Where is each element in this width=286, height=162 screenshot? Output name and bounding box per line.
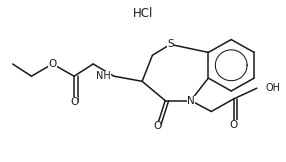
Text: O: O [229,120,238,130]
Text: O: O [153,121,161,131]
Text: NH: NH [96,71,111,81]
Text: HCl: HCl [133,7,153,20]
Text: OH: OH [265,83,280,93]
Text: S: S [167,39,174,49]
Text: O: O [48,59,57,69]
Text: O: O [70,97,78,107]
Text: N: N [187,96,195,106]
